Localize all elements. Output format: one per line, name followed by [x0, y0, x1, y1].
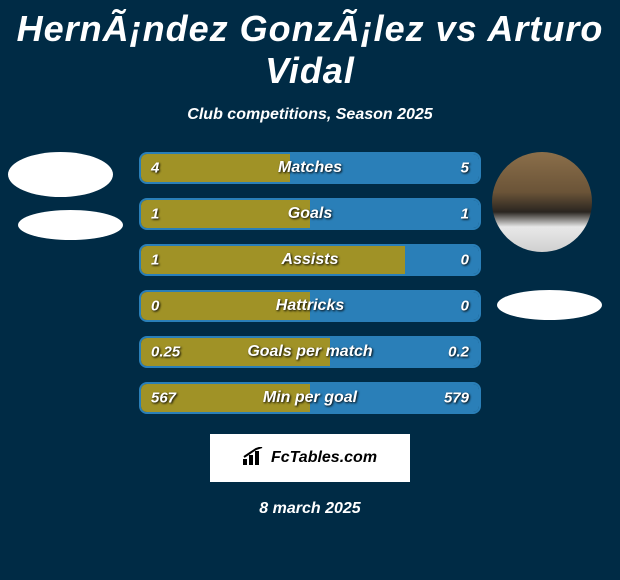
stat-row: 1 Goals 1	[139, 198, 481, 230]
stat-row: 4 Matches 5	[139, 152, 481, 184]
stat-row: 1 Assists 0	[139, 244, 481, 276]
stat-left-fill	[141, 200, 310, 228]
stat-left-fill	[141, 246, 405, 274]
chart-icon	[243, 447, 265, 470]
stat-label: Matches	[278, 159, 342, 177]
comparison-content: 4 Matches 5 1 Goals 1 1 Assists 0 0 Hatt…	[0, 152, 620, 518]
stat-left-value: 567	[151, 390, 176, 407]
stat-right-value: 0	[461, 298, 469, 315]
stat-right-value: 1	[461, 206, 469, 223]
stat-left-value: 1	[151, 206, 159, 223]
stat-row: 0.25 Goals per match 0.2	[139, 336, 481, 368]
stats-bars: 4 Matches 5 1 Goals 1 1 Assists 0 0 Hatt…	[139, 152, 481, 414]
stat-row: 567 Min per goal 579	[139, 382, 481, 414]
player-right-avatar	[492, 152, 592, 252]
page-subtitle: Club competitions, Season 2025	[0, 106, 620, 124]
stat-right-value: 0	[461, 252, 469, 269]
stat-left-fill	[141, 154, 290, 182]
stat-right-fill	[310, 200, 479, 228]
chart-date: 8 march 2025	[0, 500, 620, 518]
stat-row: 0 Hattricks 0	[139, 290, 481, 322]
stat-label: Goals per match	[247, 343, 372, 361]
stat-label: Goals	[288, 205, 332, 223]
attribution-text: FcTables.com	[271, 449, 377, 467]
stat-left-value: 1	[151, 252, 159, 269]
stat-right-value: 0.2	[448, 344, 469, 361]
stat-right-value: 579	[444, 390, 469, 407]
stat-left-value: 0	[151, 298, 159, 315]
stat-label: Hattricks	[276, 297, 344, 315]
stat-right-value: 5	[461, 160, 469, 177]
attribution-badge: FcTables.com	[210, 434, 410, 482]
player-left-club-logo	[18, 210, 123, 240]
player-right-club-logo	[497, 290, 602, 320]
stat-left-value: 0.25	[151, 344, 180, 361]
stat-label: Min per goal	[263, 389, 357, 407]
page-title: HernÃ¡ndez GonzÃ¡lez vs Arturo Vidal	[0, 0, 620, 92]
player-left-avatar	[8, 152, 113, 197]
stat-label: Assists	[282, 251, 339, 269]
stat-left-value: 4	[151, 160, 159, 177]
